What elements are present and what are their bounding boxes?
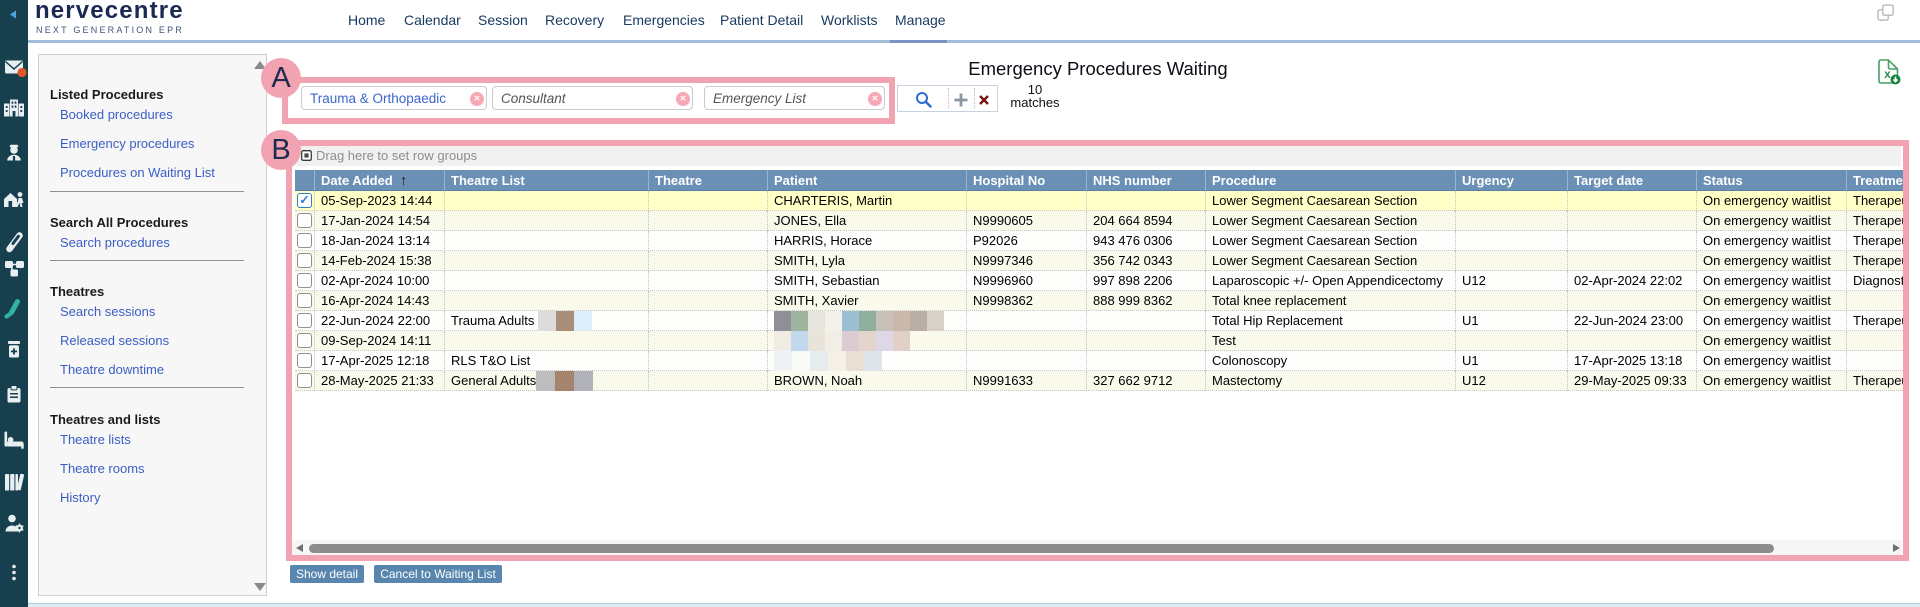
svg-text:x: x [1884,69,1891,81]
